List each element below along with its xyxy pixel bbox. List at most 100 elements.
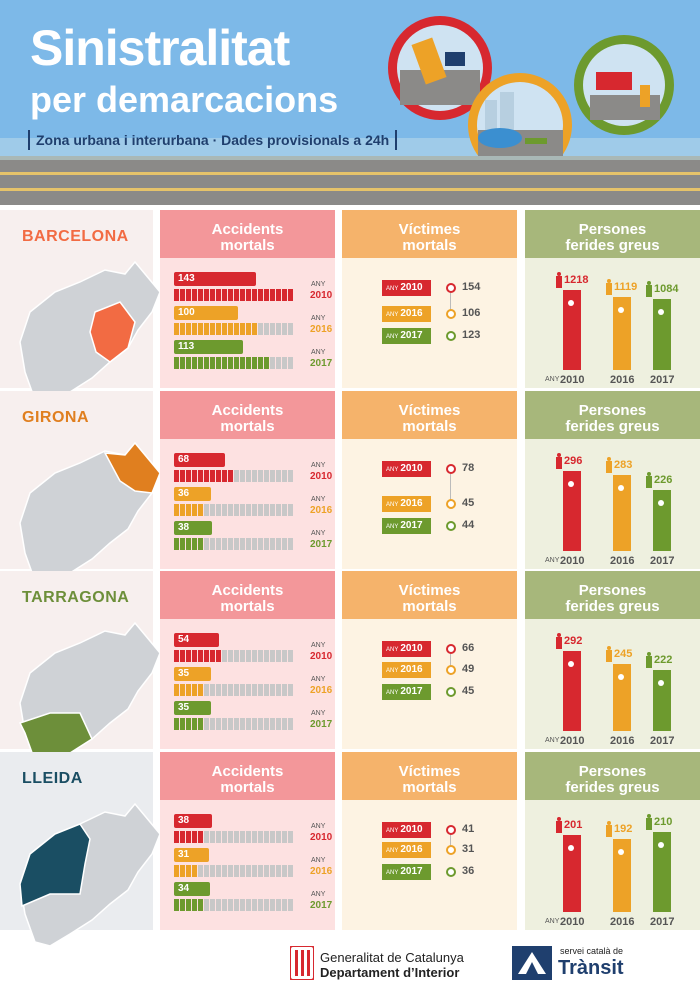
person-icon — [204, 504, 209, 516]
person-icon — [276, 504, 281, 516]
person-icon — [186, 718, 191, 730]
year-label: 2017 — [310, 719, 333, 730]
person-icon — [264, 650, 269, 662]
injured-bar-2010 — [563, 651, 581, 731]
header-illustration — [0, 16, 700, 177]
injured-header: Persones ferides greus — [565, 582, 660, 615]
person-icon — [222, 504, 227, 516]
person-icon — [186, 323, 191, 335]
year-label: 2010 — [560, 374, 585, 386]
year-label: 2017 — [650, 916, 675, 928]
person-icon — [276, 650, 281, 662]
person-icon — [240, 357, 245, 369]
person-icon — [222, 684, 227, 696]
person-icon — [264, 684, 269, 696]
region-name: GIRONA — [22, 409, 89, 426]
person-icon — [180, 323, 185, 335]
person-icon — [192, 538, 197, 550]
person-icon — [258, 899, 263, 911]
accident-row-2016: 31 ANY 2016 — [174, 848, 332, 888]
accident-count: 34 — [174, 882, 210, 896]
person-icon — [198, 357, 203, 369]
victims-value: 31 — [462, 843, 475, 855]
person-icon — [556, 817, 562, 833]
person-icon — [180, 684, 185, 696]
victims-column: Víctimes mortals ANY 2010 78 ANY 2016 45 ANY 201… — [342, 391, 517, 569]
person-icon — [216, 684, 221, 696]
person-icon — [204, 865, 209, 877]
any-label: ANY — [311, 349, 326, 356]
person-icon — [228, 504, 233, 516]
person-icon — [270, 323, 275, 335]
person-icon — [282, 357, 287, 369]
victims-year-badge: ANY 2010 — [382, 641, 431, 657]
accident-count: 35 — [174, 701, 211, 715]
accident-count: 100 — [174, 306, 238, 320]
person-icon — [258, 470, 263, 482]
person-icon — [192, 831, 197, 843]
person-icon — [198, 504, 203, 516]
person-icon — [228, 470, 233, 482]
person-icon — [174, 650, 179, 662]
injured-header: Persones ferides greus — [565, 763, 660, 796]
person-icon — [240, 538, 245, 550]
victims-value: 106 — [462, 306, 481, 319]
person-icon — [216, 504, 221, 516]
person-icon — [252, 504, 257, 516]
year-label: 2017 — [650, 374, 675, 386]
victims-dot — [446, 665, 456, 676]
victims-value: 36 — [462, 865, 475, 877]
person-icon — [288, 357, 293, 369]
person-icon — [246, 504, 251, 516]
victims-year-badge: ANY 2017 — [382, 864, 431, 880]
region-map-icon — [18, 621, 160, 766]
person-icon — [204, 831, 209, 843]
person-icon — [252, 718, 257, 730]
person-icon — [240, 650, 245, 662]
injured-value: 210 — [654, 816, 673, 828]
injured-bar-2016 — [613, 664, 631, 731]
victims-year-badge: ANY 2010 — [382, 822, 431, 838]
person-icon — [270, 831, 275, 843]
person-icon — [606, 821, 612, 837]
accidents-column: Accidents mortals 54 ANY 2010 35 ANY 2016 35 ANY… — [160, 571, 335, 749]
person-icon — [240, 831, 245, 843]
region-panel-lleida: LLEIDA — [0, 752, 160, 947]
region-name: TARRAGONA — [22, 589, 130, 606]
injured-header: Persones ferides greus — [565, 402, 660, 435]
person-icon — [222, 538, 227, 550]
person-icon — [264, 289, 269, 301]
victims-timeline — [450, 288, 451, 314]
accident-row-2010: 143 ANY 2010 — [174, 272, 332, 312]
region-panel-barcelona: BARCELONA — [0, 210, 160, 405]
people-icons — [174, 289, 294, 303]
transit-subtitle: servei català de — [560, 946, 624, 956]
person-icon — [246, 538, 251, 550]
year-label: 2016 — [310, 685, 333, 696]
person-icon — [270, 865, 275, 877]
accident-row-2016: 100 ANY 2016 — [174, 306, 332, 346]
person-icon — [288, 289, 293, 301]
person-icon — [234, 323, 239, 335]
any-label: ANY — [545, 376, 560, 383]
person-icon — [174, 357, 179, 369]
victims-dot — [446, 520, 456, 531]
person-icon — [282, 718, 287, 730]
person-icon — [210, 323, 215, 335]
victims-year-badge: ANY 2016 — [382, 842, 431, 858]
people-icons — [174, 470, 294, 484]
person-icon — [174, 831, 179, 843]
person-icon — [270, 684, 275, 696]
person-icon — [252, 831, 257, 843]
person-icon — [228, 718, 233, 730]
victims-value: 123 — [462, 328, 481, 341]
person-icon — [264, 470, 269, 482]
person-icon — [198, 323, 203, 335]
person-icon — [276, 684, 281, 696]
year-label: 2017 — [310, 358, 333, 369]
accidents-header: Accidents mortals — [211, 763, 284, 796]
accidents-column: Accidents mortals 38 ANY 2010 31 ANY 2016 34 ANY… — [160, 752, 335, 930]
victims-year-badge: ANY 2010 — [382, 461, 431, 477]
person-icon — [606, 646, 612, 662]
person-icon — [186, 899, 191, 911]
